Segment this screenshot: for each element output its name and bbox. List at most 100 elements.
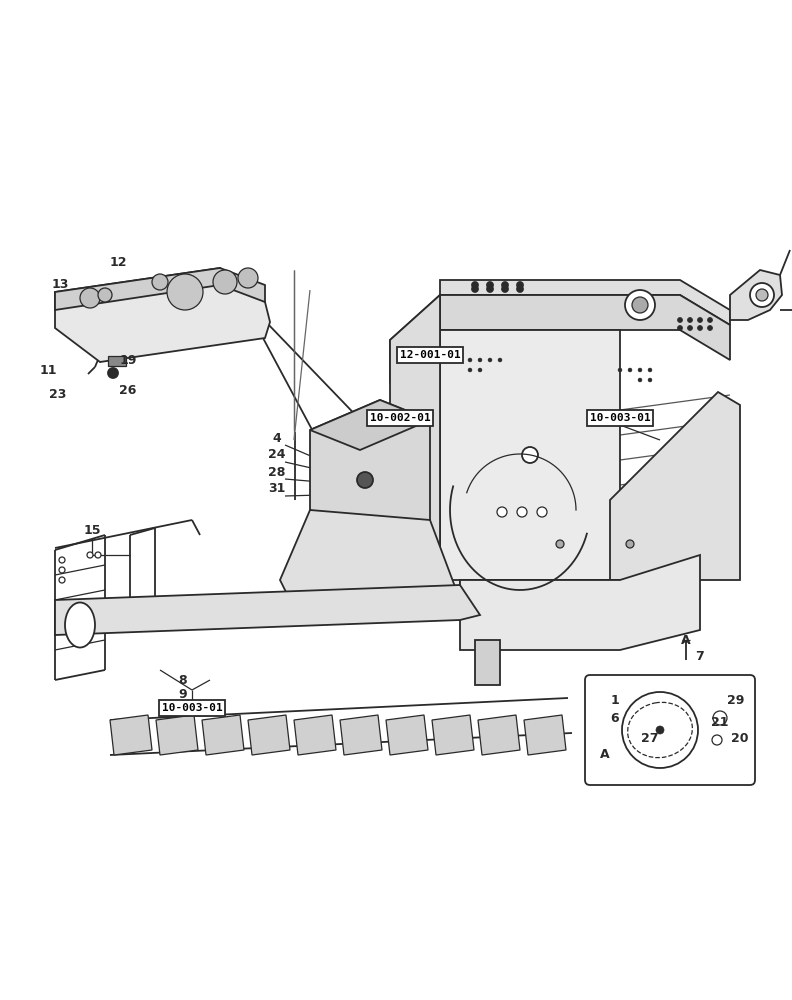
Circle shape xyxy=(626,540,634,548)
Circle shape xyxy=(478,358,482,362)
Polygon shape xyxy=(340,715,382,755)
Circle shape xyxy=(167,274,203,310)
Circle shape xyxy=(357,472,373,488)
Polygon shape xyxy=(432,715,474,755)
Circle shape xyxy=(516,282,524,288)
Text: 4: 4 xyxy=(272,432,281,444)
Circle shape xyxy=(238,268,258,288)
Circle shape xyxy=(516,286,524,292)
Circle shape xyxy=(59,577,65,583)
Polygon shape xyxy=(478,715,520,755)
Circle shape xyxy=(707,318,713,322)
Text: 9: 9 xyxy=(179,688,188,702)
Text: 21: 21 xyxy=(711,716,729,728)
Circle shape xyxy=(648,378,652,382)
Circle shape xyxy=(638,378,642,382)
Circle shape xyxy=(152,274,168,290)
Circle shape xyxy=(522,447,538,463)
Text: 1: 1 xyxy=(611,694,619,706)
Circle shape xyxy=(98,288,112,302)
Polygon shape xyxy=(55,268,265,310)
Circle shape xyxy=(628,368,632,372)
Text: 19: 19 xyxy=(120,354,137,366)
Text: 28: 28 xyxy=(268,466,286,479)
Circle shape xyxy=(713,711,727,725)
Text: 26: 26 xyxy=(120,383,137,396)
Circle shape xyxy=(750,283,774,307)
Circle shape xyxy=(501,286,508,292)
Circle shape xyxy=(108,368,118,378)
Circle shape xyxy=(87,552,93,558)
Polygon shape xyxy=(386,715,428,755)
Polygon shape xyxy=(110,715,152,755)
Text: 31: 31 xyxy=(268,483,286,495)
Text: 6: 6 xyxy=(611,712,619,724)
Polygon shape xyxy=(390,295,460,600)
Polygon shape xyxy=(294,715,336,755)
Text: 10-003-01: 10-003-01 xyxy=(162,703,223,713)
Circle shape xyxy=(537,507,547,517)
Circle shape xyxy=(486,286,493,292)
FancyBboxPatch shape xyxy=(585,675,755,785)
Polygon shape xyxy=(440,330,620,580)
Circle shape xyxy=(59,557,65,563)
Text: 20: 20 xyxy=(731,732,748,744)
Circle shape xyxy=(712,735,722,745)
Polygon shape xyxy=(610,392,740,580)
Circle shape xyxy=(59,567,65,573)
Polygon shape xyxy=(460,555,700,650)
Circle shape xyxy=(698,318,703,322)
Polygon shape xyxy=(202,715,244,755)
Circle shape xyxy=(622,692,698,768)
Circle shape xyxy=(478,368,482,372)
Text: 12-001-01: 12-001-01 xyxy=(400,350,460,360)
Circle shape xyxy=(471,282,478,288)
Polygon shape xyxy=(440,295,730,360)
Text: A: A xyxy=(600,748,610,762)
Bar xyxy=(108,356,126,366)
Circle shape xyxy=(632,297,648,313)
Polygon shape xyxy=(390,295,440,580)
Circle shape xyxy=(677,326,683,330)
Circle shape xyxy=(498,358,502,362)
Text: 13: 13 xyxy=(51,278,69,292)
Circle shape xyxy=(687,326,692,330)
Circle shape xyxy=(648,368,652,372)
Text: 10-003-01: 10-003-01 xyxy=(589,413,650,423)
Polygon shape xyxy=(440,280,730,325)
Circle shape xyxy=(618,368,622,372)
Circle shape xyxy=(488,358,492,362)
Circle shape xyxy=(756,289,768,301)
Text: 29: 29 xyxy=(727,694,744,706)
Circle shape xyxy=(471,286,478,292)
Polygon shape xyxy=(310,400,430,450)
Circle shape xyxy=(486,282,493,288)
Text: 23: 23 xyxy=(49,388,67,401)
Bar xyxy=(475,640,500,685)
Text: A: A xyxy=(681,634,691,647)
Circle shape xyxy=(638,368,642,372)
Circle shape xyxy=(687,318,692,322)
Polygon shape xyxy=(156,715,198,755)
Text: 7: 7 xyxy=(695,650,704,664)
Text: 15: 15 xyxy=(83,524,101,536)
Text: 24: 24 xyxy=(268,448,286,462)
Text: 12: 12 xyxy=(109,255,127,268)
Circle shape xyxy=(698,326,703,330)
Text: 27: 27 xyxy=(642,732,659,744)
Circle shape xyxy=(656,726,664,734)
Circle shape xyxy=(497,507,507,517)
Polygon shape xyxy=(310,400,430,540)
Circle shape xyxy=(80,288,100,308)
Circle shape xyxy=(707,326,713,330)
Circle shape xyxy=(468,368,472,372)
Circle shape xyxy=(625,290,655,320)
Circle shape xyxy=(556,540,564,548)
Circle shape xyxy=(213,270,237,294)
Circle shape xyxy=(501,282,508,288)
Polygon shape xyxy=(280,510,460,620)
Ellipse shape xyxy=(65,602,95,648)
Polygon shape xyxy=(55,585,480,635)
Circle shape xyxy=(677,318,683,322)
Text: 8: 8 xyxy=(179,674,188,686)
